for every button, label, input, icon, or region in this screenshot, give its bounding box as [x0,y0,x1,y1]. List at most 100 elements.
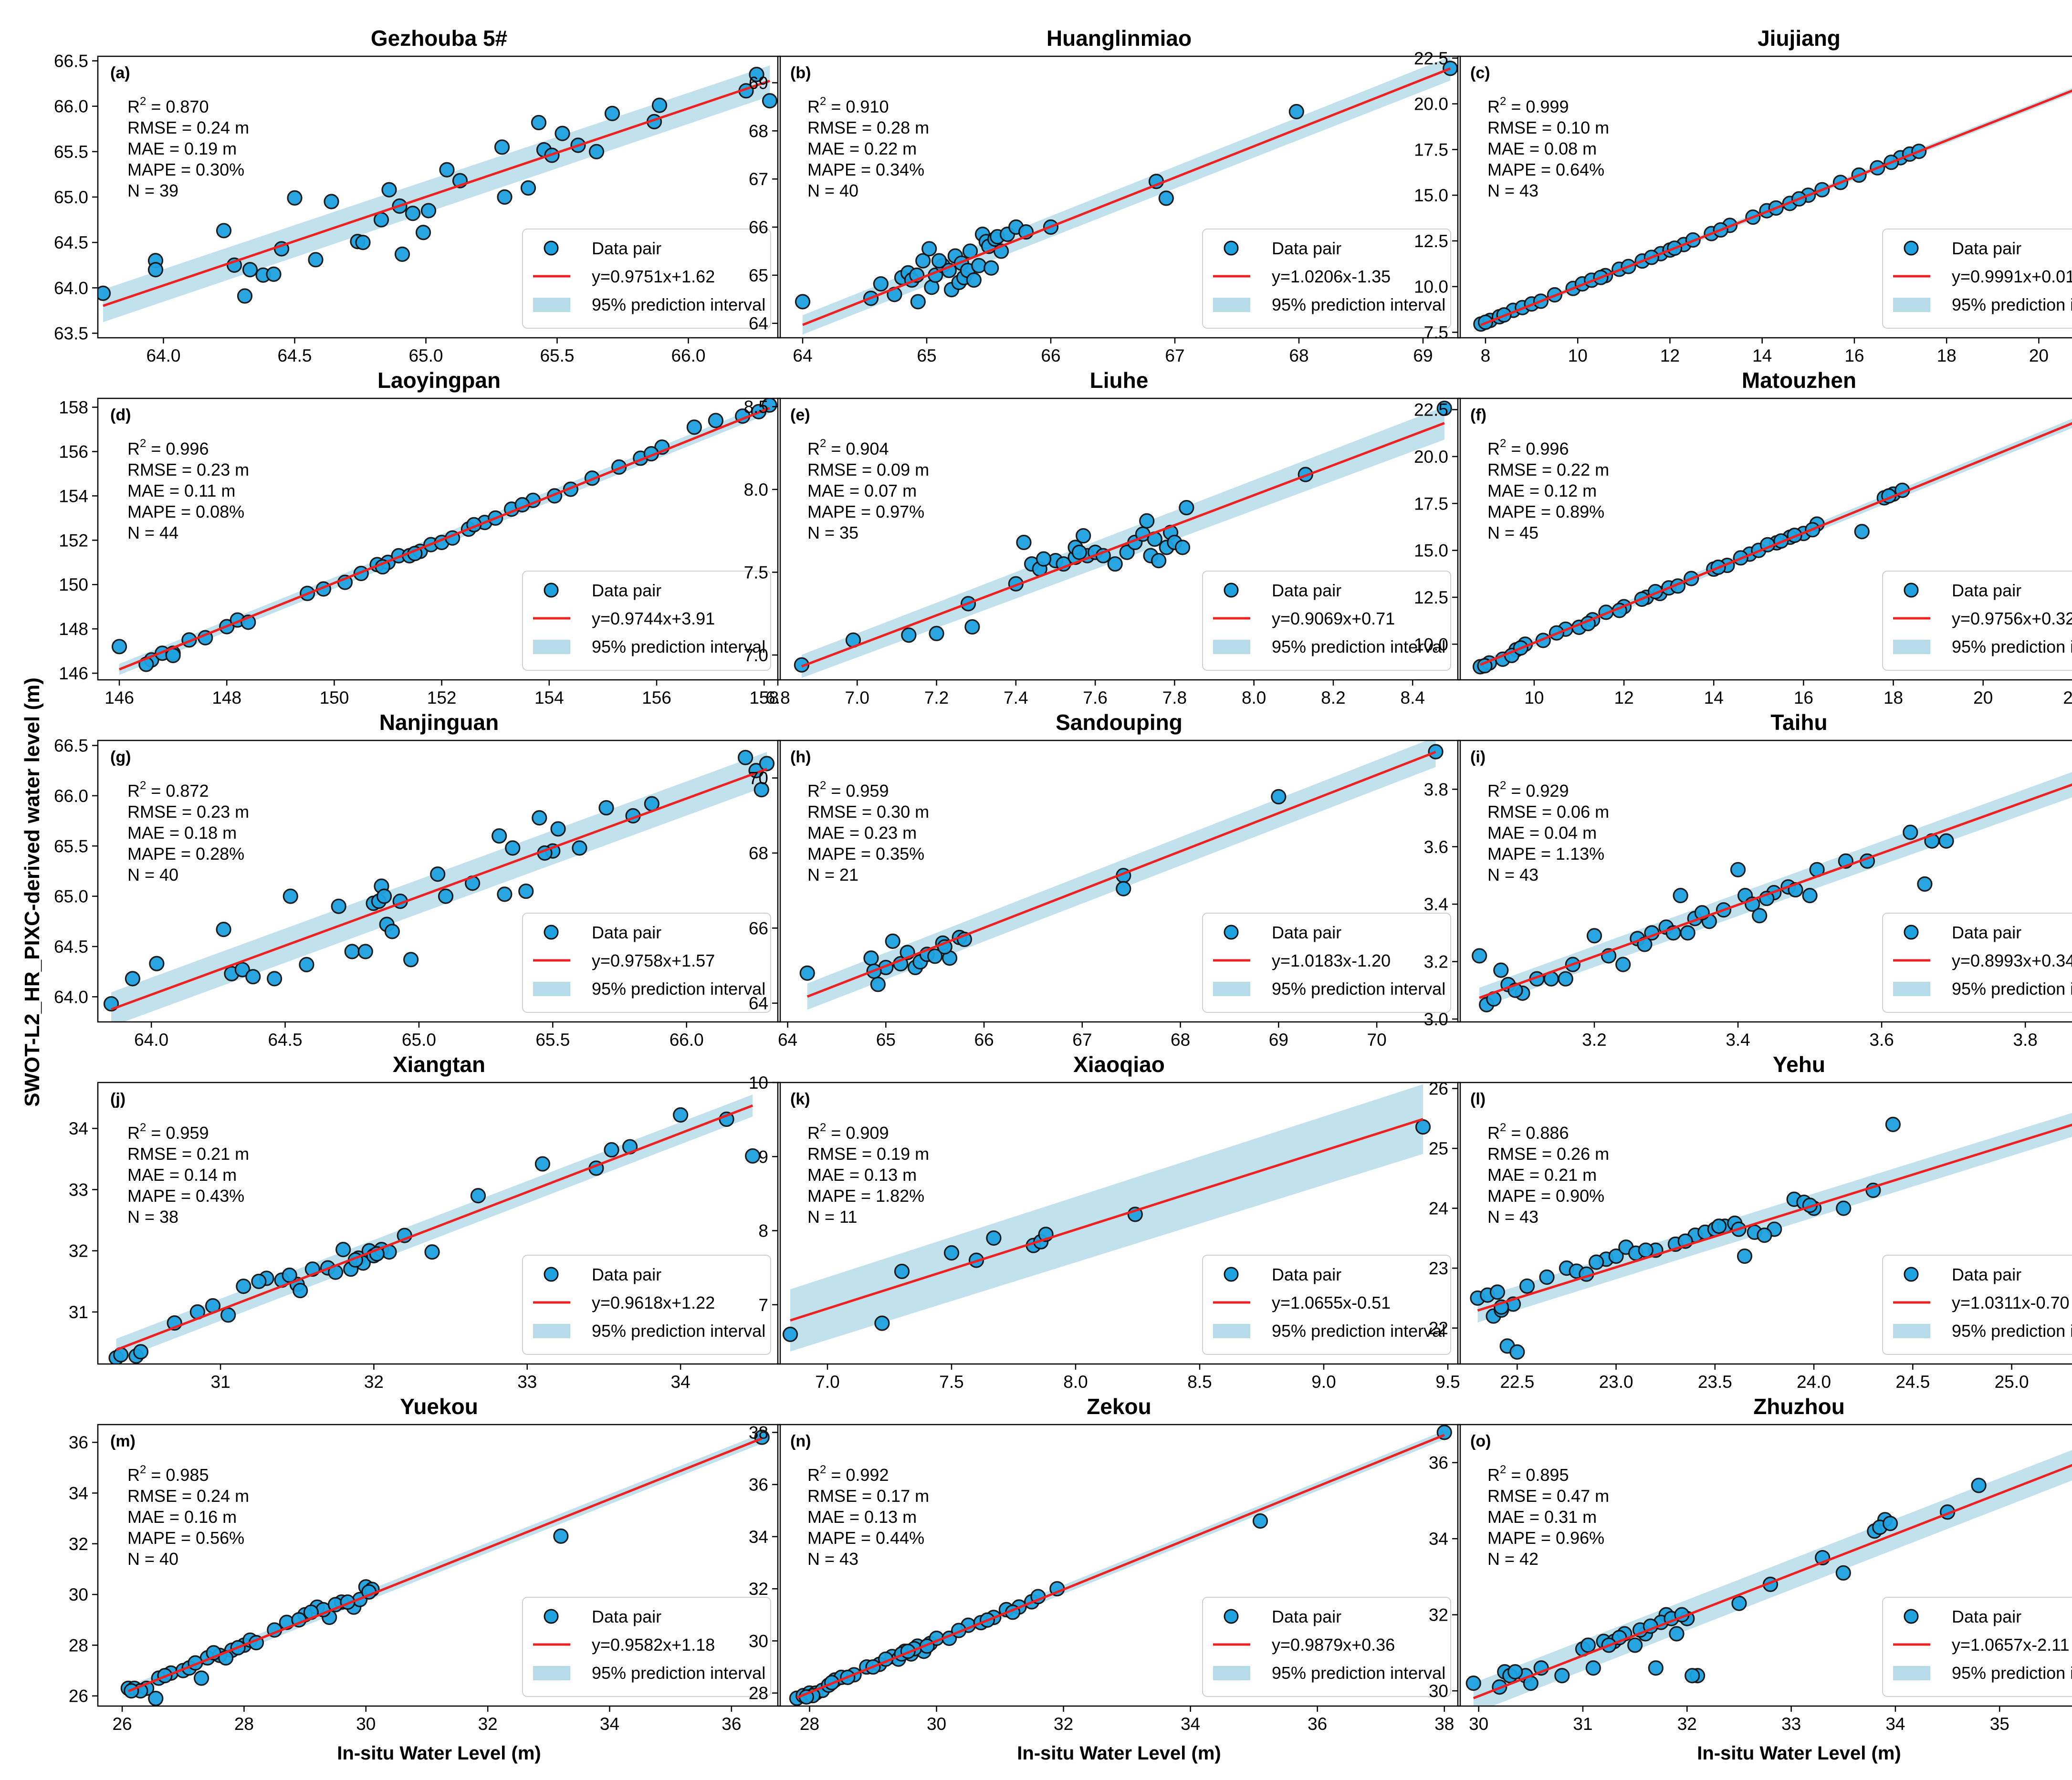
stat-r2: R2 = 0.959 [127,1121,209,1143]
stat-r2: R2 = 0.999 [1487,95,1569,116]
data-point [749,66,764,83]
legend-interval: 95% prediction interval [1952,637,2072,656]
plot-area [1470,1113,2072,1360]
legend-fit: y=0.9756x+0.32 [1952,609,2072,628]
x-tick-label: 64.0 [146,346,180,365]
legend: Data pair y=1.0206x-1.35 95% prediction in… [1202,229,1451,329]
x-tick-label: 36 [722,1714,741,1734]
legend-fit: y=0.8993x+0.34 [1952,951,2072,970]
panel-label: (i) [1470,748,1486,766]
legend-data-pair: Data pair [592,923,661,942]
data-point [518,883,534,899]
panel-3: Jiujiang8101214161820227.510.012.515.017… [1414,26,2072,365]
data-point [415,225,431,240]
x-tick-label: 9.5 [1435,1372,1460,1392]
axes-frame [777,739,1461,1023]
y-tick-label: 67 [749,169,768,189]
x-tick-label: 65.5 [535,1030,570,1050]
data-point [1465,1676,1481,1691]
y-tick-label: 64.5 [54,937,88,957]
y-tick-label: 12.5 [1414,231,1448,251]
plot-area [794,400,1452,678]
data-point [1917,876,1933,892]
y-tick-label: 156 [59,442,88,461]
y-tick-label: 146 [59,664,88,683]
x-tick-label: 34 [1885,1714,1905,1734]
x-tick-label: 3.2 [1582,1030,1606,1050]
legend-data-pair: Data pair [1952,581,2021,600]
x-tick-label: 64 [793,346,812,365]
legend-interval: 95% prediction interval [1272,979,1445,999]
y-tick-label: 34 [1429,1529,1448,1549]
x-tick-label: 7.6 [1083,688,1107,708]
y-tick-label: 158 [59,398,88,417]
data-point [753,782,769,798]
data-point [1036,551,1052,567]
x-tick-label: 12 [1660,346,1680,365]
axes-frame [97,1424,781,1707]
data-point [873,276,889,292]
stat-line: N = 21 [807,865,858,885]
plot-area [782,1084,1431,1352]
y-tick-label: 32 [69,1534,88,1554]
panel-11: Xiaoqiao 7.0 7.5 8.0 8.5 9.0 9.5 7 8 9 10 (k) R2 = 0… [749,1052,1461,1392]
legend: Data pair y=0.9758x+1.57 95% prediction in… [522,913,771,1013]
legend-marker-icon [1224,240,1239,256]
fit-line [796,1434,1445,1699]
data-point [534,1156,551,1172]
data-point [125,971,141,987]
y-tick-label: 26 [69,1686,88,1706]
data-point [251,1273,267,1289]
data-point [1752,908,1768,924]
data-point [335,1242,351,1258]
legend: Data pair y=0.9879x+0.36 95% prediction in… [1202,1597,1451,1697]
legend-interval: 95% prediction interval [592,295,765,314]
panel-title: Liuhe [1090,368,1149,393]
data-point [1731,1595,1747,1611]
data-point [782,1326,798,1342]
y-tick-label: 22.5 [1414,400,1448,420]
data-point [242,262,258,278]
legend-box [522,1597,771,1697]
x-tick-label: 66 [1041,346,1060,365]
y-axis-label: SWOT-L2_HR_PIXC-derived water level (m) [21,677,44,1107]
data-point [1730,862,1746,878]
x-tick-label: 69 [1413,346,1433,365]
x-tick-label: 67 [1165,346,1184,365]
x-tick-label: 30 [356,1714,376,1734]
data-point [1903,824,1918,840]
legend-marker-icon [1904,1267,1919,1282]
y-tick-label: 22.5 [1414,49,1448,68]
x-tick-label: 18 [1937,346,1957,365]
legend-marker-icon [1904,1609,1919,1624]
x-tick-label: 34 [671,1372,691,1392]
legend: Data pair y=0.9751x+1.62 95% prediction in… [522,229,771,329]
panel-8: Sandouping 64 65 66 67 68 69 70 64 66 68 70 (h) R2 = … [749,710,1461,1050]
stat-line: RMSE = 0.47 m [1487,1486,1609,1506]
panel-label: (d) [110,406,131,424]
legend-data-pair: Data pair [1952,1265,2021,1284]
data-point [929,625,944,641]
data-point [588,144,605,159]
panel-label: (e) [790,406,810,424]
data-point [148,1690,164,1706]
x-tick-label: 65.5 [540,346,574,365]
data-point [1016,534,1032,551]
legend-band-icon [1213,1666,1250,1680]
panel-title: Matouzhen [1742,368,1856,393]
x-tick-label: 65 [876,1030,896,1050]
panel-4: Laoyingpan 146 148 150 152 154 156 158 146 148 150… [59,368,781,708]
legend-data-pair: Data pair [1952,239,2021,258]
data-point [193,1670,209,1686]
stat-r2: R2 = 0.909 [807,1121,889,1143]
legend: Data pair y=0.9618x+1.22 95% prediction in… [522,1255,771,1355]
panel-5: Liuhe 6.8 7.0 7.2 7.4 7.6 7.8 8.0 8.2 8.4 7.0 7.5 8.… [744,368,1461,708]
legend-box [522,229,771,329]
stat-line: MAPE = 0.64% [1487,160,1604,179]
y-tick-label: 3.2 [1424,952,1448,972]
axes-frame [777,1082,1461,1365]
data-point [497,886,513,902]
stat-line: MAPE = 0.44% [807,1528,924,1548]
panel-label: (b) [790,64,811,82]
data-point [1554,1668,1570,1684]
